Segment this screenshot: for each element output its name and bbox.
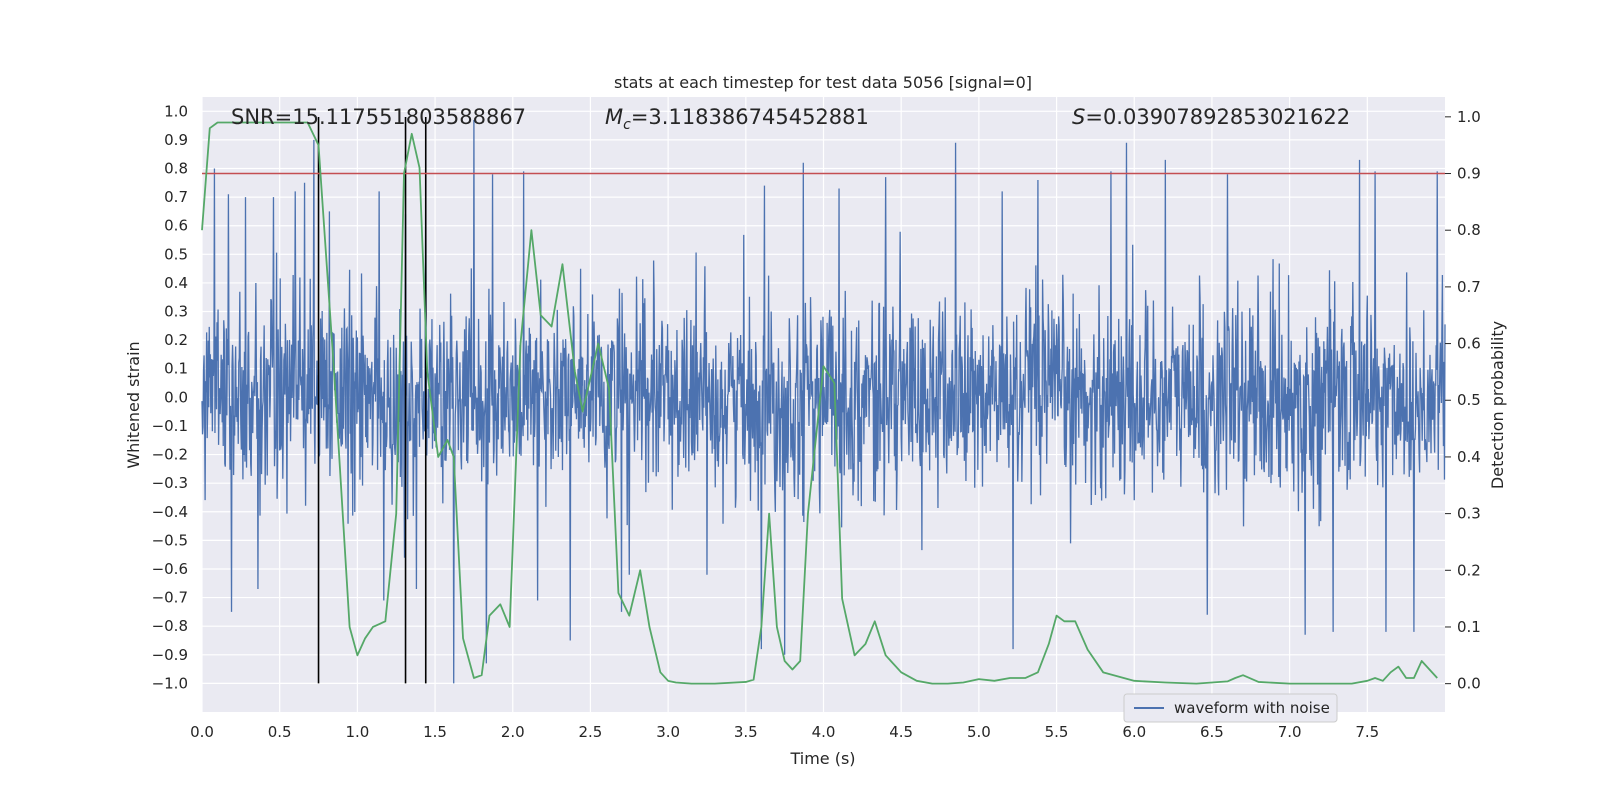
y-right-axis-label: Detection probability xyxy=(1488,321,1507,489)
x-tick-label: 6.5 xyxy=(1200,723,1224,741)
y-left-axis-label: Whitened strain xyxy=(124,341,143,468)
y-left-tick-label: −0.9 xyxy=(152,646,188,664)
y-left-tick-label: 0.5 xyxy=(164,245,188,263)
x-tick-label: 4.0 xyxy=(812,723,836,741)
y-left-tick-label: 0.2 xyxy=(164,331,188,349)
x-tick-label: 3.0 xyxy=(656,723,680,741)
legend-entry-waveform: waveform with noise xyxy=(1174,699,1330,717)
s-statistic-symbol: S xyxy=(1072,105,1085,129)
x-tick-label: 5.5 xyxy=(1045,723,1069,741)
y-right-tick-label: 0.4 xyxy=(1457,448,1481,466)
legend: waveform with noise xyxy=(1123,693,1338,723)
chirp-mass-subscript: c xyxy=(623,117,631,133)
y-right-tick-label: 0.9 xyxy=(1457,165,1481,183)
chart-title: stats at each timestep for test data 505… xyxy=(614,73,1032,92)
y-right-tick-label: 0.7 xyxy=(1457,278,1481,296)
y-left-tick-label: −0.2 xyxy=(152,446,188,464)
y-left-tick-label: 0.6 xyxy=(164,217,188,235)
x-tick-label: 3.5 xyxy=(734,723,758,741)
x-axis-ticks: 0.0 0.5 1.0 1.5 2.0 2.5 3.0 3.5 4.0 4.5 5.0 5.5 6.0 6… xyxy=(190,723,1379,741)
x-tick-label: 4.5 xyxy=(889,723,913,741)
x-tick-label: 0.5 xyxy=(268,723,292,741)
x-tick-label: 7.5 xyxy=(1355,723,1379,741)
y-right-tick-label: 0.6 xyxy=(1457,335,1481,353)
y-left-tick-label: 0.9 xyxy=(164,131,188,149)
y-left-tick-label: −0.3 xyxy=(152,474,188,492)
waveform-line xyxy=(201,119,1446,684)
y-right-tick-label: 1.0 xyxy=(1457,108,1481,126)
y-right-tick-label: 0.5 xyxy=(1457,391,1481,409)
y-left-tick-label: −0.4 xyxy=(152,503,188,521)
snr-annotation: SNR=15.117551803588867 xyxy=(231,105,526,129)
x-tick-label: 1.5 xyxy=(423,723,447,741)
y-left-tick-label: −0.1 xyxy=(152,417,188,435)
y-left-tick-label: 0.7 xyxy=(164,188,188,206)
y-left-tick-label: −1.0 xyxy=(152,674,188,692)
y-right-tick-label: 0.8 xyxy=(1457,221,1481,239)
y-left-tick-label: 0.8 xyxy=(164,160,188,178)
y-left-tick-label: 0.3 xyxy=(164,303,188,321)
chirp-mass-symbol: M xyxy=(605,105,623,129)
y-right-tick-label: 0.0 xyxy=(1457,675,1481,693)
y-left-tick-label: −0.5 xyxy=(152,531,188,549)
x-tick-label: 2.5 xyxy=(579,723,603,741)
y-left-tick-label: −0.7 xyxy=(152,589,188,607)
y-left-tick-label: 1.0 xyxy=(164,102,188,120)
x-axis-label: Time (s) xyxy=(789,749,855,768)
y-right-axis-ticks: 1.0 0.9 0.8 0.7 0.6 0.5 0.4 0.3 0.2 0.1 0.0 xyxy=(1445,108,1481,693)
y-left-tick-label: 0.0 xyxy=(164,388,188,406)
y-left-tick-label: 0.4 xyxy=(164,274,188,292)
x-tick-label: 5.0 xyxy=(967,723,991,741)
x-tick-label: 6.0 xyxy=(1122,723,1146,741)
waveform-series xyxy=(201,119,1446,684)
x-tick-label: 7.0 xyxy=(1278,723,1302,741)
x-tick-label: 1.0 xyxy=(345,723,369,741)
x-tick-label: 0.0 xyxy=(190,723,214,741)
vertical-markers xyxy=(317,117,427,684)
detection-probability-line xyxy=(201,121,1438,685)
s-statistic-value: =0.03907892853021622 xyxy=(1085,105,1350,129)
y-right-tick-label: 0.2 xyxy=(1457,561,1481,579)
y-right-tick-label: 0.3 xyxy=(1457,505,1481,523)
y-left-tick-label: −0.6 xyxy=(152,560,188,578)
s-statistic-annotation: S=0.03907892853021622 xyxy=(1072,105,1350,129)
x-tick-label: 2.0 xyxy=(501,723,525,741)
y-right-tick-label: 0.1 xyxy=(1457,618,1481,636)
chirp-mass-annotation: Mc=3.118386745452881 xyxy=(605,105,869,133)
y-left-tick-label: −0.8 xyxy=(152,617,188,635)
y-left-tick-label: 0.1 xyxy=(164,360,188,378)
probability-series xyxy=(201,121,1438,685)
y-left-axis-ticks: 1.0 0.9 0.8 0.7 0.6 0.5 0.4 0.3 0.2 0.1 0.0 −0.1 −0.… xyxy=(152,102,188,692)
chirp-mass-value: =3.118386745452881 xyxy=(631,105,869,129)
legend-box xyxy=(1123,693,1338,723)
